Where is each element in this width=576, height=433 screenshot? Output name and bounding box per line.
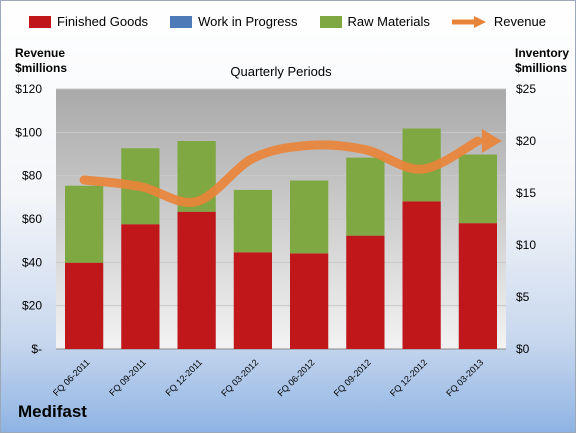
bar-finished-goods bbox=[346, 235, 385, 349]
left-axis-tick-label: $20 bbox=[22, 299, 42, 313]
left-axis-tick-label: $60 bbox=[22, 212, 42, 226]
plot-title: Quarterly Periods bbox=[230, 64, 332, 79]
company-name: Medifast bbox=[18, 402, 87, 421]
x-axis-tick-label: FQ 09-2012 bbox=[332, 357, 373, 398]
legend-item-revenue: Revenue bbox=[451, 14, 546, 29]
legend-label-revenue: Revenue bbox=[493, 14, 546, 29]
right-axis-tick-label: $20 bbox=[516, 134, 536, 148]
right-axis-title-line2: $millions bbox=[515, 61, 568, 75]
left-axis-title-line2: $millions bbox=[15, 61, 68, 75]
left-axis-tick-label: $100 bbox=[15, 125, 42, 139]
legend-item-finished-goods: Finished Goods bbox=[29, 14, 148, 29]
legend: Finished Goods Work in Progress Raw Mate… bbox=[29, 14, 568, 29]
bar-finished-goods bbox=[402, 201, 441, 349]
x-axis-tick-label: FQ 12-2011 bbox=[163, 357, 204, 398]
left-axis-tick-label: $80 bbox=[22, 169, 42, 183]
legend-label-work-in-progress: Work in Progress bbox=[198, 14, 298, 29]
bar-raw-materials bbox=[458, 154, 497, 224]
x-axis-tick-label: FQ 03-2013 bbox=[444, 357, 485, 398]
bar-finished-goods bbox=[290, 253, 329, 349]
bar-finished-goods bbox=[65, 262, 104, 349]
legend-item-raw-materials: Raw Materials bbox=[319, 14, 430, 29]
bar-finished-goods bbox=[458, 223, 497, 349]
bar-finished-goods bbox=[121, 224, 160, 349]
x-axis-tick-label: FQ 06-2012 bbox=[276, 357, 317, 398]
right-axis-title-line1: Inventory bbox=[515, 46, 570, 60]
left-axis-title-line1: Revenue bbox=[15, 46, 66, 60]
right-axis-title: Inventory $millions bbox=[515, 46, 569, 76]
left-axis-tick-label: $120 bbox=[15, 82, 42, 96]
bar-raw-materials bbox=[65, 185, 104, 263]
revenue-arrowhead bbox=[481, 129, 502, 153]
right-axis-tick-label: $15 bbox=[516, 186, 536, 200]
revenue-line bbox=[79, 136, 483, 207]
legend-swatch-finished-goods bbox=[29, 15, 51, 28]
legend-swatch-work-in-progress bbox=[170, 15, 193, 28]
left-axis-title: Revenue $millions bbox=[15, 46, 67, 76]
x-axis-tick-label: FQ 12-2012 bbox=[388, 357, 429, 398]
right-axis-tick-label: $25 bbox=[516, 82, 536, 96]
left-axis-tick-label: $40 bbox=[22, 255, 42, 269]
legend-label-raw-materials: Raw Materials bbox=[347, 14, 430, 29]
x-axis-tick-label: FQ 06-2011 bbox=[51, 357, 92, 398]
right-axis-tick-label: $10 bbox=[516, 238, 536, 252]
right-axis-tick-label: $0 bbox=[516, 342, 530, 356]
left-axis-tick-label: $- bbox=[31, 342, 42, 356]
bar-raw-materials bbox=[233, 189, 272, 253]
legend-item-work-in-progress: Work in Progress bbox=[170, 14, 298, 29]
bar-raw-materials bbox=[290, 180, 329, 254]
right-axis-tick-label: $5 bbox=[516, 290, 530, 304]
bar-finished-goods bbox=[177, 211, 216, 349]
x-axis-tick-label: FQ 09-2011 bbox=[107, 357, 148, 398]
legend-arrow-icon bbox=[451, 15, 486, 28]
bar-raw-materials bbox=[346, 157, 385, 236]
x-axis-tick-label: FQ 03-2012 bbox=[219, 357, 260, 398]
legend-label-finished-goods: Finished Goods bbox=[57, 14, 149, 29]
bar-finished-goods bbox=[233, 252, 272, 349]
legend-swatch-raw-materials bbox=[319, 15, 342, 28]
